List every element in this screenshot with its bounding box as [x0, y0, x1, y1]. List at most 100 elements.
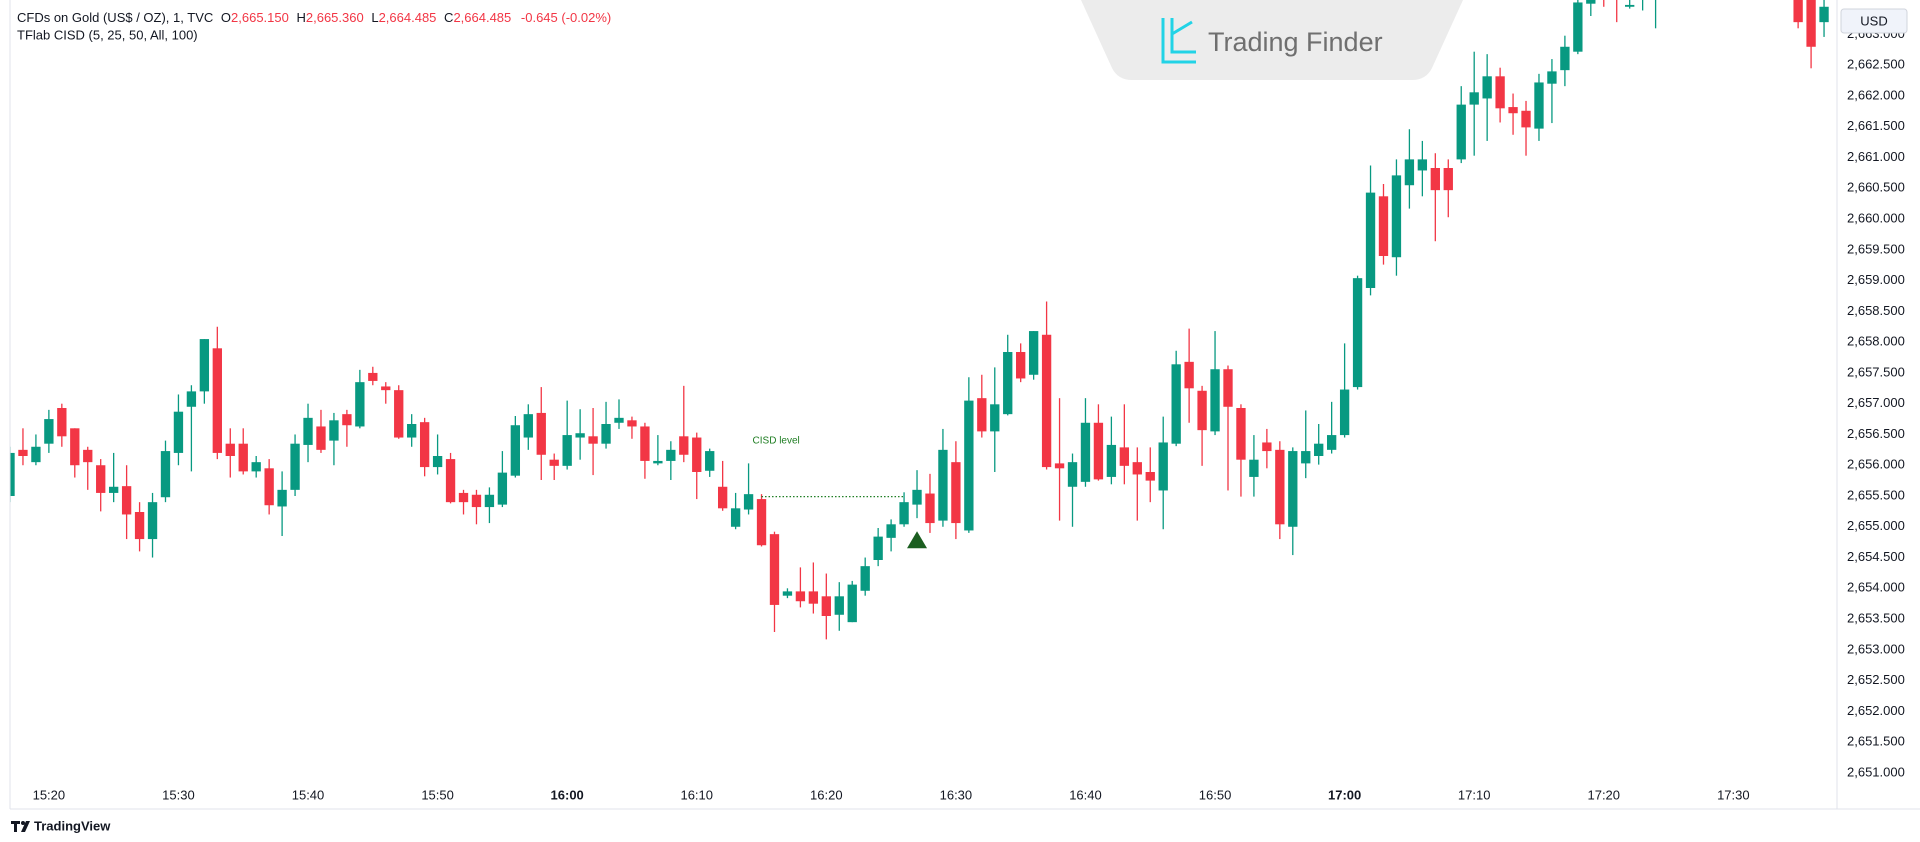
currency-badge[interactable]: [1840, 8, 1908, 34]
cisd-signal: [907, 531, 928, 549]
candle-body: [264, 468, 274, 506]
candle-body: [795, 591, 806, 602]
candle-body: [31, 446, 41, 463]
ohlc-value: 2,665.150: [231, 10, 289, 25]
candle-body: [769, 534, 780, 605]
candle-body: [990, 404, 1000, 432]
candle-body: [743, 494, 754, 510]
candle-body: [912, 489, 922, 505]
y-tick-label: 2,653.500: [1847, 611, 1905, 626]
candle-body: [251, 462, 261, 472]
candle-body: [1456, 104, 1466, 160]
watermark-text: Trading Finder: [1208, 27, 1383, 57]
candle-body: [1171, 364, 1181, 444]
y-tick-label: 2,658.000: [1847, 334, 1905, 349]
candle-body: [510, 425, 521, 476]
candle-body: [1547, 71, 1557, 84]
candle-body: [666, 449, 676, 461]
candle-body: [1560, 46, 1570, 71]
candle-body: [1093, 422, 1104, 480]
candle-body: [627, 420, 637, 427]
candle-body: [588, 436, 598, 444]
candle-body: [1067, 462, 1078, 487]
candle-body: [964, 400, 974, 531]
candle-body: [1378, 196, 1389, 256]
candle-body: [1495, 76, 1505, 109]
x-tick-label: 17:10: [1458, 787, 1491, 802]
x-tick-label: 17:30: [1717, 787, 1750, 802]
candle-body: [1197, 390, 1207, 431]
candle-body: [225, 443, 235, 456]
candle-body: [1003, 352, 1013, 415]
candle-body: [57, 408, 67, 437]
y-tick-label: 2,653.000: [1847, 641, 1905, 656]
candle-body: [497, 472, 508, 505]
y-tick-label: 2,654.000: [1847, 580, 1905, 595]
candle-body: [549, 459, 559, 466]
y-tick-label: 2,657.000: [1847, 395, 1905, 410]
y-tick-label: 2,661.000: [1847, 149, 1905, 164]
candle-body: [1417, 159, 1428, 171]
candle-body: [575, 433, 585, 438]
axes: 2,651.000 2,651.500 2,652.000 2,652.500 2,65…: [33, 26, 1905, 803]
candle-body: [717, 486, 728, 509]
ohlc-label: L: [371, 10, 378, 25]
ohlc-label: C: [444, 10, 453, 25]
y-tick-label: 2,660.000: [1847, 211, 1905, 226]
candle-body: [951, 462, 961, 524]
candle-body: [1365, 192, 1376, 288]
candle-body: [705, 451, 715, 471]
candle-body: [1236, 408, 1246, 460]
candle-body: [523, 414, 533, 438]
y-tick-label: 2,659.500: [1847, 241, 1905, 256]
candle-body: [1469, 92, 1479, 105]
candle-body: [381, 386, 391, 391]
candle-body: [1158, 442, 1168, 491]
x-tick-label: 16:30: [940, 787, 973, 802]
candle-body: [199, 339, 210, 392]
candle-body: [640, 426, 650, 461]
candle-body: [1132, 462, 1142, 475]
candle-body: [1262, 442, 1272, 452]
brand: TradingView: [34, 818, 111, 833]
y-tick-label: 2,662.000: [1847, 87, 1905, 102]
candle-body: [173, 411, 184, 453]
candle-body: [925, 493, 935, 524]
candle-body: [160, 451, 171, 498]
currency[interactable]: USD: [1860, 13, 1887, 28]
x-tick-label: 15:20: [33, 787, 66, 802]
cisd-level-label: CISD level: [753, 435, 800, 446]
y-tick-label: 2,660.500: [1847, 180, 1905, 195]
candle-body: [277, 489, 287, 507]
candle-body: [316, 426, 326, 450]
candle-body: [83, 449, 93, 463]
candle-body: [484, 494, 495, 508]
watermark-panel: [1081, 0, 1463, 80]
candle-body: [18, 449, 28, 456]
candle-body: [186, 391, 197, 407]
candle-body: [1508, 107, 1518, 114]
candle-body: [1586, 0, 1596, 4]
x-tick-label: 15:40: [292, 787, 325, 802]
y-tick-label: 2,661.500: [1847, 118, 1905, 133]
candle-body: [1391, 175, 1402, 258]
candle-body: [1573, 2, 1583, 52]
candle-body: [1184, 361, 1194, 389]
x-tick-label: 15:30: [162, 787, 195, 802]
x-tick-label: 16:20: [810, 787, 843, 802]
candle-body: [1288, 451, 1298, 527]
y-tick-label: 2,655.000: [1847, 518, 1905, 533]
candle-body: [730, 508, 741, 527]
candle-body: [821, 596, 831, 616]
candle-body: [1314, 443, 1324, 456]
candle-body: [1482, 76, 1492, 99]
candle-body: [808, 591, 819, 604]
candle-body: [1210, 369, 1220, 432]
ohlc-value: 2,664.485: [379, 10, 437, 25]
candle-body: [445, 459, 456, 503]
candle-body: [860, 566, 870, 591]
candle-body: [1028, 331, 1039, 375]
candle-body: [1301, 451, 1311, 464]
